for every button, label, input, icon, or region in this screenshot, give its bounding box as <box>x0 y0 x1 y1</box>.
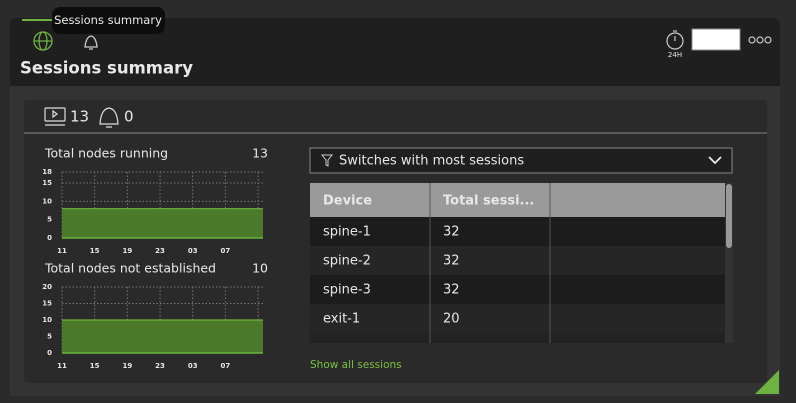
table-cell: spine-1 <box>323 225 371 240</box>
x-tick-label: 07 <box>221 247 231 255</box>
x-tick-label: 03 <box>188 362 198 370</box>
table-cell: 32 <box>443 283 460 298</box>
dropdown-arrow <box>708 156 722 165</box>
scrollbar[interactable] <box>725 183 733 343</box>
area <box>62 320 263 353</box>
x-tick-label: 19 <box>122 362 132 370</box>
x-tick-label: 23 <box>155 362 165 370</box>
table-row <box>310 304 725 333</box>
y-tick-label: 15 <box>42 300 52 308</box>
filter-dropdown[interactable] <box>309 147 733 174</box>
y-tick-label: 18 <box>42 168 52 176</box>
x-tick-label: 11 <box>57 247 67 255</box>
globe-tab[interactable] <box>33 31 53 51</box>
table-cell: 20 <box>443 312 460 327</box>
sessions-count: 13 <box>70 108 89 126</box>
y-tick-label: 10 <box>42 197 52 205</box>
y-tick-label: 20 <box>42 283 52 291</box>
x-tick-label: 03 <box>188 247 198 255</box>
y-tick-label: 10 <box>42 316 52 324</box>
timer-icon[interactable] <box>666 30 684 50</box>
scroll-thumb[interactable] <box>726 184 732 248</box>
table-cell: spine-2 <box>323 254 371 269</box>
area <box>62 208 263 238</box>
filter-icon <box>320 154 334 167</box>
filter-text: Switches with most sessions <box>339 154 524 169</box>
table-header <box>310 183 725 217</box>
table-cell: spine-3 <box>323 283 371 298</box>
alarm-count: 0 <box>124 108 134 126</box>
sessions-icon <box>44 107 66 126</box>
x-tick-label: 15 <box>90 247 100 255</box>
y-tick-label: 5 <box>47 216 52 224</box>
chart-title: Total nodes not established <box>44 261 216 276</box>
table-cell: exit-1 <box>323 312 360 327</box>
table-cell: 32 <box>443 254 460 269</box>
chart-total: 13 <box>252 146 268 161</box>
alarm-icon <box>99 107 119 128</box>
x-tick-label: 23 <box>155 247 165 255</box>
y-tick-label: 15 <box>42 179 52 187</box>
chart-title: Total nodes running <box>44 146 168 161</box>
table-row <box>310 246 725 275</box>
table-row <box>310 217 725 246</box>
x-tick-label: 07 <box>221 362 231 370</box>
more-menu[interactable] <box>748 36 772 44</box>
y-tick-label: 0 <box>47 234 52 242</box>
time-range[interactable]: 24H <box>668 51 682 59</box>
tooltip-text: Sessions summary <box>54 13 162 27</box>
y-tick-label: 5 <box>47 333 52 341</box>
show-all-link[interactable]: Show all sessions <box>310 359 402 371</box>
alarm-tab[interactable] <box>84 35 98 50</box>
column-header: Device <box>323 194 372 209</box>
x-tick-label: 19 <box>122 247 132 255</box>
table-row <box>310 275 725 304</box>
tooltip <box>52 7 165 34</box>
corner-resize[interactable] <box>755 370 779 394</box>
y-tick-label: 0 <box>47 349 52 357</box>
x-tick-label: 11 <box>57 362 67 370</box>
card-title: Sessions summary <box>20 59 193 78</box>
column-header: Total sessi... <box>443 194 534 209</box>
chart-total: 10 <box>252 261 268 276</box>
toggle[interactable] <box>691 28 741 51</box>
table-cell: 32 <box>443 225 460 240</box>
x-tick-label: 15 <box>90 362 100 370</box>
